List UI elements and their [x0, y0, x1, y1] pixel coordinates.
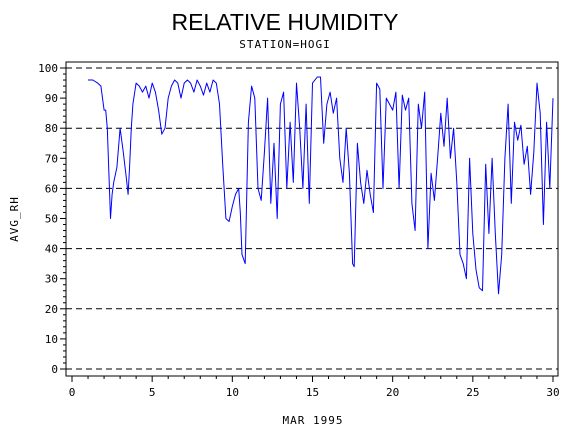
series-line-avg-rh: [88, 76, 554, 295]
x-axis: 0 5 10 15 20 25 30: [69, 376, 560, 399]
y-tick-label: 90: [45, 92, 58, 105]
y-tick-label: 40: [45, 243, 58, 256]
y-tick-label: 80: [45, 122, 58, 135]
y-tick-label: 100: [38, 62, 58, 75]
y-axis-title: AVG_RH: [8, 196, 21, 242]
y-tick-label: 10: [45, 333, 58, 346]
reference-lines: [66, 67, 558, 370]
chart-title: RELATIVE HUMIDITY: [171, 9, 398, 35]
y-tick-label: 50: [45, 213, 58, 226]
x-tick-label: 10: [226, 386, 239, 399]
y-tick-label: 20: [45, 303, 58, 316]
y-tick-label: 0: [51, 363, 58, 376]
x-tick-label: 0: [69, 386, 76, 399]
x-tick-label: 5: [149, 386, 156, 399]
x-tick-label: 30: [546, 386, 559, 399]
x-axis-title: MAR 1995: [283, 414, 344, 427]
chart-subtitle: STATION=HOGI: [239, 38, 330, 51]
x-tick-label: 25: [466, 386, 479, 399]
x-tick-label: 20: [386, 386, 399, 399]
x-tick-label: 15: [306, 386, 319, 399]
y-tick-label: 60: [45, 182, 58, 195]
y-tick-label: 70: [45, 152, 58, 165]
y-tick-label: 30: [45, 273, 58, 286]
y-axis: 0 10 20 30 40 50 60 70 80 90 100: [38, 62, 66, 376]
